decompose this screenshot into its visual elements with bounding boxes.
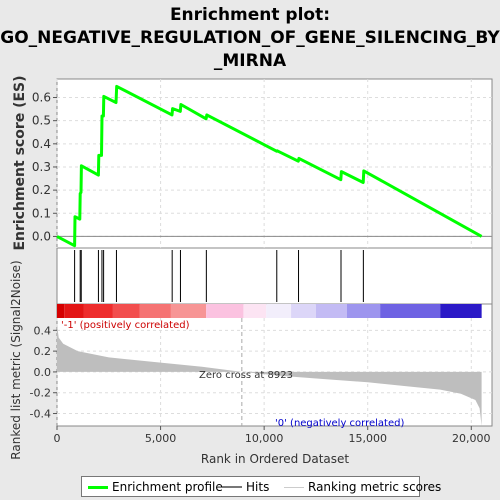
es-y-tick-label: 0.2 [32, 183, 51, 197]
color-bar-segment [112, 304, 140, 318]
es-y-tick-label: 0.1 [32, 206, 51, 220]
hits-panel [56, 247, 493, 305]
chart-title-line-3: _MIRNA [213, 51, 287, 71]
negative-correlation-label: '0' (negatively correlated) [275, 418, 404, 429]
metric-y-tick-label: -0.4 [30, 408, 51, 421]
legend-enrichment: Enrichment profile [88, 480, 223, 494]
metric-y-tick-label: 0.4 [34, 324, 52, 337]
metric-y-tick-label: -0.2 [30, 387, 51, 400]
x-tick-label: 0 [54, 432, 61, 445]
legend-enrichment-swatch [88, 485, 108, 489]
legend-hits: Hits [222, 480, 269, 494]
color-bar-segment [243, 304, 267, 318]
color-bar-segment [83, 304, 113, 318]
color-bar-segment [440, 304, 482, 318]
metric-y-tick-label: 0.0 [34, 366, 52, 379]
x-tick-label: 10,000 [245, 432, 284, 445]
color-bar-segment [64, 304, 84, 318]
color-bar-segment [206, 304, 244, 318]
es-y-tick-label: 0.6 [32, 91, 51, 105]
enrichment-profile-line [56, 84, 483, 248]
ranked-metric-area [57, 324, 482, 426]
color-bar-segment [380, 304, 441, 318]
chart-title-line-2: GO_NEGATIVE_REGULATION_OF_GENE_SILENCING… [0, 28, 500, 48]
legend-metric-swatch [284, 486, 304, 488]
legend-hits-swatch [222, 486, 242, 488]
color-bar-segment [315, 304, 347, 318]
color-bar-segment [57, 304, 65, 318]
metric-y-tick-label: 0.2 [34, 345, 52, 358]
es-y-tick-label: 0.4 [32, 137, 51, 151]
es-y-tick-label: 0.0 [32, 229, 51, 243]
color-bar-segment [291, 304, 316, 318]
legend: Enrichment profile Hits Ranking metric s… [81, 476, 441, 497]
color-bar-segment [347, 304, 381, 318]
color-bar-segment [266, 304, 292, 318]
zero-cross-label: Zero cross at 8923 [199, 370, 293, 381]
legend-hits-label: Hits [246, 480, 270, 494]
legend-metric-label: Ranking metric scores [308, 480, 442, 494]
es-y-tick-label: 0.5 [32, 114, 51, 128]
legend-metric: Ranking metric scores [284, 480, 441, 494]
x-tick-label: 20,000 [452, 432, 491, 445]
color-bar-segment [170, 304, 207, 318]
x-axis-label: Rank in Ordered Dataset [201, 452, 349, 466]
x-tick-label: 5,000 [145, 432, 177, 445]
chart-title-line-1: Enrichment plot: [169, 5, 331, 25]
es-panel [56, 78, 493, 249]
es-y-tick-label: 0.3 [32, 160, 51, 174]
x-tick-label: 15,000 [348, 432, 387, 445]
color-bar-segment [139, 304, 171, 318]
legend-enrichment-label: Enrichment profile [112, 480, 223, 494]
metric-y-axis-label: Ranked list metric (Signal2Noise) [9, 260, 23, 459]
positive-correlation-label: '-1' (positively correlated) [61, 320, 190, 331]
es-y-axis-label: Enrichment score (ES) [12, 75, 28, 250]
